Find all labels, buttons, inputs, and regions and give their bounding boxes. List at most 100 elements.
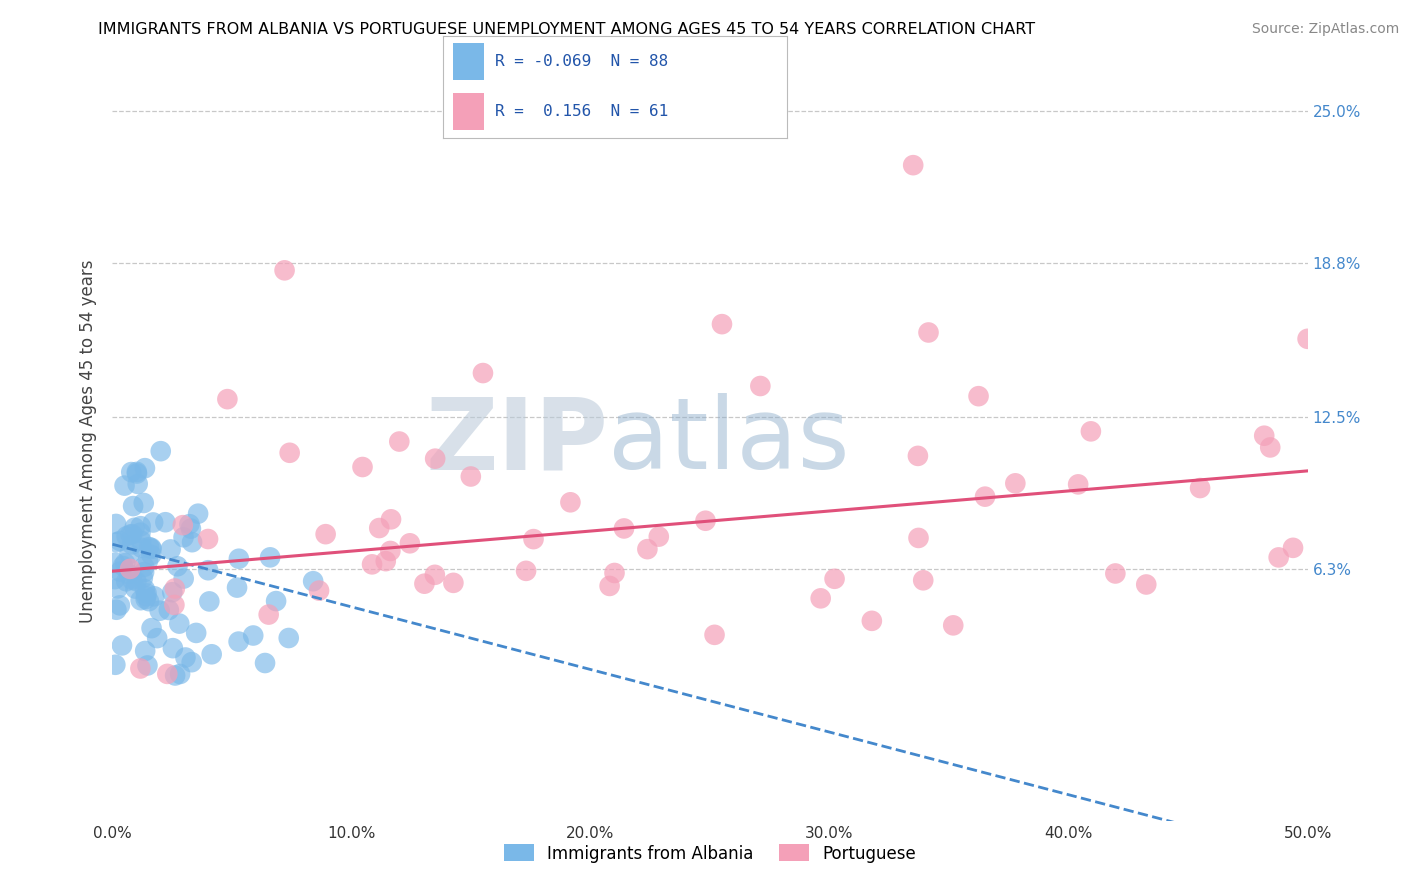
Point: [120, 527, 142, 541]
Point: [441, 575, 464, 590]
Point: [1067, 477, 1090, 491]
Point: [115, 529, 138, 543]
Point: [134, 461, 156, 475]
Point: [138, 540, 160, 554]
Point: [159, 542, 181, 557]
Point: [141, 621, 163, 635]
Point: [264, 594, 287, 608]
Point: [114, 478, 136, 492]
Point: [125, 465, 148, 479]
Point: [613, 521, 636, 535]
Point: [124, 582, 146, 596]
Point: [165, 668, 187, 682]
Point: [135, 586, 157, 600]
Point: [352, 460, 374, 475]
Point: [302, 574, 325, 589]
Point: [141, 542, 163, 557]
Point: [136, 658, 159, 673]
Point: [131, 541, 153, 555]
Point: [129, 593, 152, 607]
Point: [134, 565, 156, 579]
Point: [942, 618, 965, 632]
Point: [162, 585, 184, 599]
Point: [315, 527, 337, 541]
Point: [599, 579, 621, 593]
Point: [860, 614, 883, 628]
Point: [824, 572, 846, 586]
Point: [399, 536, 422, 550]
Point: [1189, 481, 1212, 495]
Point: [174, 650, 197, 665]
Point: [197, 563, 219, 577]
Point: [138, 594, 160, 608]
Point: [132, 571, 155, 585]
Point: [1253, 428, 1275, 442]
Point: [121, 527, 143, 541]
Point: [278, 446, 301, 460]
Point: [907, 531, 929, 545]
Point: [129, 525, 152, 540]
Bar: [453, 93, 484, 130]
Point: [254, 656, 277, 670]
Point: [129, 661, 152, 675]
Point: [121, 537, 143, 551]
Point: [180, 655, 202, 669]
Point: [135, 589, 157, 603]
Point: [460, 469, 482, 483]
Point: [146, 631, 169, 645]
Point: [149, 444, 172, 458]
Point: [141, 541, 163, 555]
Point: [186, 626, 208, 640]
Point: [156, 666, 179, 681]
Point: [1080, 425, 1102, 439]
Point: [105, 603, 128, 617]
Point: [749, 379, 772, 393]
Point: [1004, 476, 1026, 491]
Point: [912, 574, 935, 588]
Point: [142, 516, 165, 530]
Point: [110, 565, 132, 579]
Text: R =  0.156  N = 61: R = 0.156 N = 61: [495, 104, 668, 120]
Point: [169, 616, 191, 631]
Point: [155, 515, 177, 529]
Point: [132, 496, 155, 510]
Point: [173, 572, 195, 586]
Point: [903, 158, 925, 172]
Point: [104, 556, 127, 570]
Point: [226, 581, 249, 595]
Point: [157, 603, 180, 617]
Point: [277, 631, 299, 645]
Point: [423, 567, 446, 582]
Point: [169, 667, 191, 681]
Bar: [453, 43, 484, 79]
Text: IMMIGRANTS FROM ALBANIA VS PORTUGUESE UNEMPLOYMENT AMONG AGES 45 TO 54 YEARS COR: IMMIGRANTS FROM ALBANIA VS PORTUGUESE UN…: [98, 22, 1036, 37]
Point: [703, 628, 725, 642]
Point: [134, 559, 156, 574]
Point: [180, 522, 202, 536]
Point: [228, 551, 250, 566]
Point: [368, 521, 391, 535]
Point: [122, 499, 145, 513]
Point: [810, 591, 832, 606]
Point: [711, 317, 734, 331]
Point: [515, 564, 537, 578]
Point: [967, 389, 990, 403]
Point: [125, 467, 148, 481]
Point: [163, 582, 186, 596]
Point: [127, 476, 149, 491]
Point: [173, 530, 195, 544]
Point: [141, 548, 163, 562]
Text: ZIP: ZIP: [426, 393, 609, 490]
Point: [179, 517, 201, 532]
Point: [118, 567, 141, 582]
Point: [163, 598, 186, 612]
Text: atlas: atlas: [609, 393, 851, 490]
Point: [1282, 541, 1305, 555]
Point: [172, 518, 194, 533]
Point: [187, 507, 209, 521]
Point: [105, 535, 128, 549]
Point: [120, 562, 142, 576]
Point: [143, 590, 166, 604]
Point: [111, 639, 134, 653]
Point: [124, 521, 146, 535]
